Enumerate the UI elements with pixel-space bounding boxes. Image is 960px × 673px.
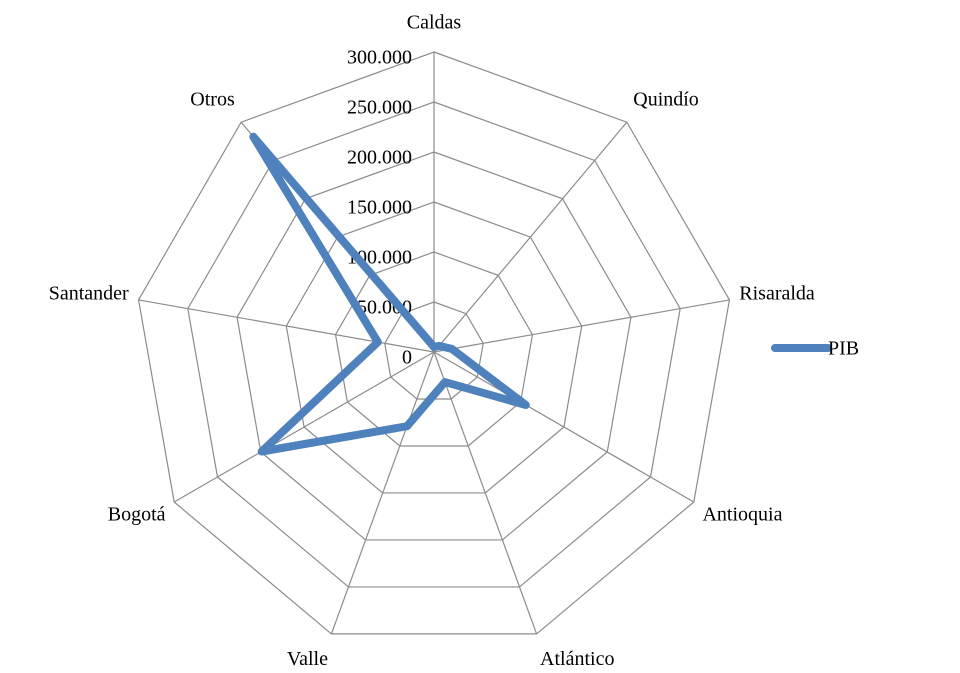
grid-ring — [137, 51, 731, 635]
category-label: Risaralda — [739, 283, 815, 305]
spoke — [330, 351, 435, 635]
category-label: Antioquia — [702, 504, 782, 526]
category-label: Atlántico — [540, 648, 614, 670]
category-label: Santander — [49, 283, 129, 305]
category-label: Otros — [190, 88, 235, 110]
y-tick-label: 200.000 — [347, 147, 412, 169]
grid-ring — [236, 151, 632, 541]
spoke — [433, 121, 628, 353]
spoke — [433, 351, 538, 635]
spoke — [173, 351, 435, 503]
category-label: Quindío — [633, 88, 699, 110]
y-tick-label: 0 — [402, 347, 412, 369]
category-label: Valle — [287, 648, 328, 670]
grid-ring — [285, 201, 583, 494]
y-tick-label: 150.000 — [347, 197, 412, 219]
grid-ring — [187, 101, 681, 588]
spoke — [138, 299, 435, 353]
spoke — [433, 351, 695, 503]
category-label: Caldas — [407, 12, 462, 34]
category-label: Bogotá — [108, 504, 166, 526]
spoke — [433, 299, 730, 353]
legend-label: PIB — [828, 338, 859, 360]
series-line — [249, 132, 530, 456]
y-tick-label: 300.000 — [347, 47, 412, 69]
y-tick-label: 250.000 — [347, 97, 412, 119]
